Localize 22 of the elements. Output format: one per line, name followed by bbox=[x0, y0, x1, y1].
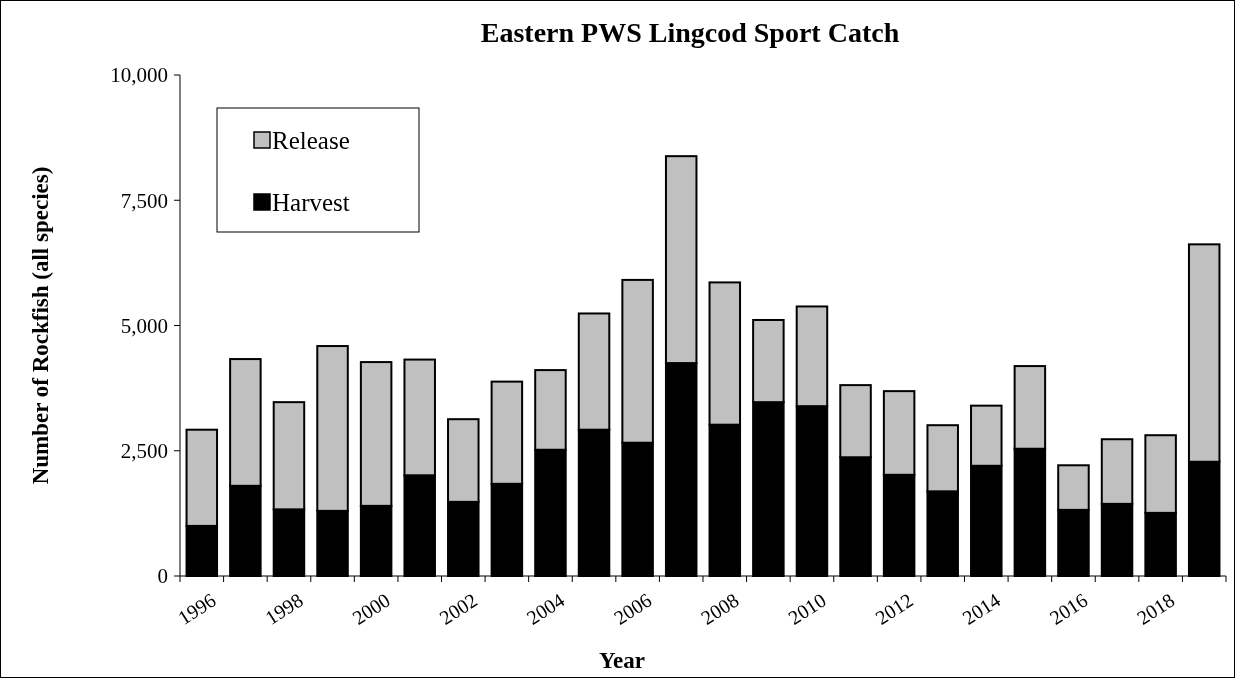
y-tick-label: 0 bbox=[157, 564, 168, 589]
y-tick-label: 2,500 bbox=[120, 439, 168, 464]
x-tick-label: 2004 bbox=[522, 588, 569, 629]
y-axis-title: Number of Rockfish (all species) bbox=[28, 166, 53, 485]
x-tick-label: 2010 bbox=[784, 588, 830, 629]
x-tick-label: 1996 bbox=[174, 588, 220, 629]
y-tick-label: 5,000 bbox=[120, 313, 168, 338]
y-tick-label: 10,000 bbox=[110, 63, 168, 88]
y-tick-label: 7,500 bbox=[120, 188, 168, 213]
x-tick-label: 2014 bbox=[958, 588, 1005, 629]
x-tick-label: 2002 bbox=[435, 588, 482, 629]
x-tick-label: 2012 bbox=[871, 588, 917, 629]
legend-label: Release bbox=[272, 126, 350, 154]
x-tick-label: 2000 bbox=[348, 588, 394, 629]
legend-label: Harvest bbox=[272, 188, 350, 216]
x-axis-title: Year bbox=[599, 648, 645, 673]
x-tick-label: 2008 bbox=[697, 588, 743, 629]
x-tick-label: 1998 bbox=[261, 588, 307, 629]
x-tick-label: 2006 bbox=[609, 588, 656, 629]
x-tick-label: 2016 bbox=[1045, 588, 1092, 629]
x-tick-label: 2018 bbox=[1132, 588, 1179, 629]
chart-title: Eastern PWS Lingcod Sport Catch bbox=[480, 17, 900, 48]
